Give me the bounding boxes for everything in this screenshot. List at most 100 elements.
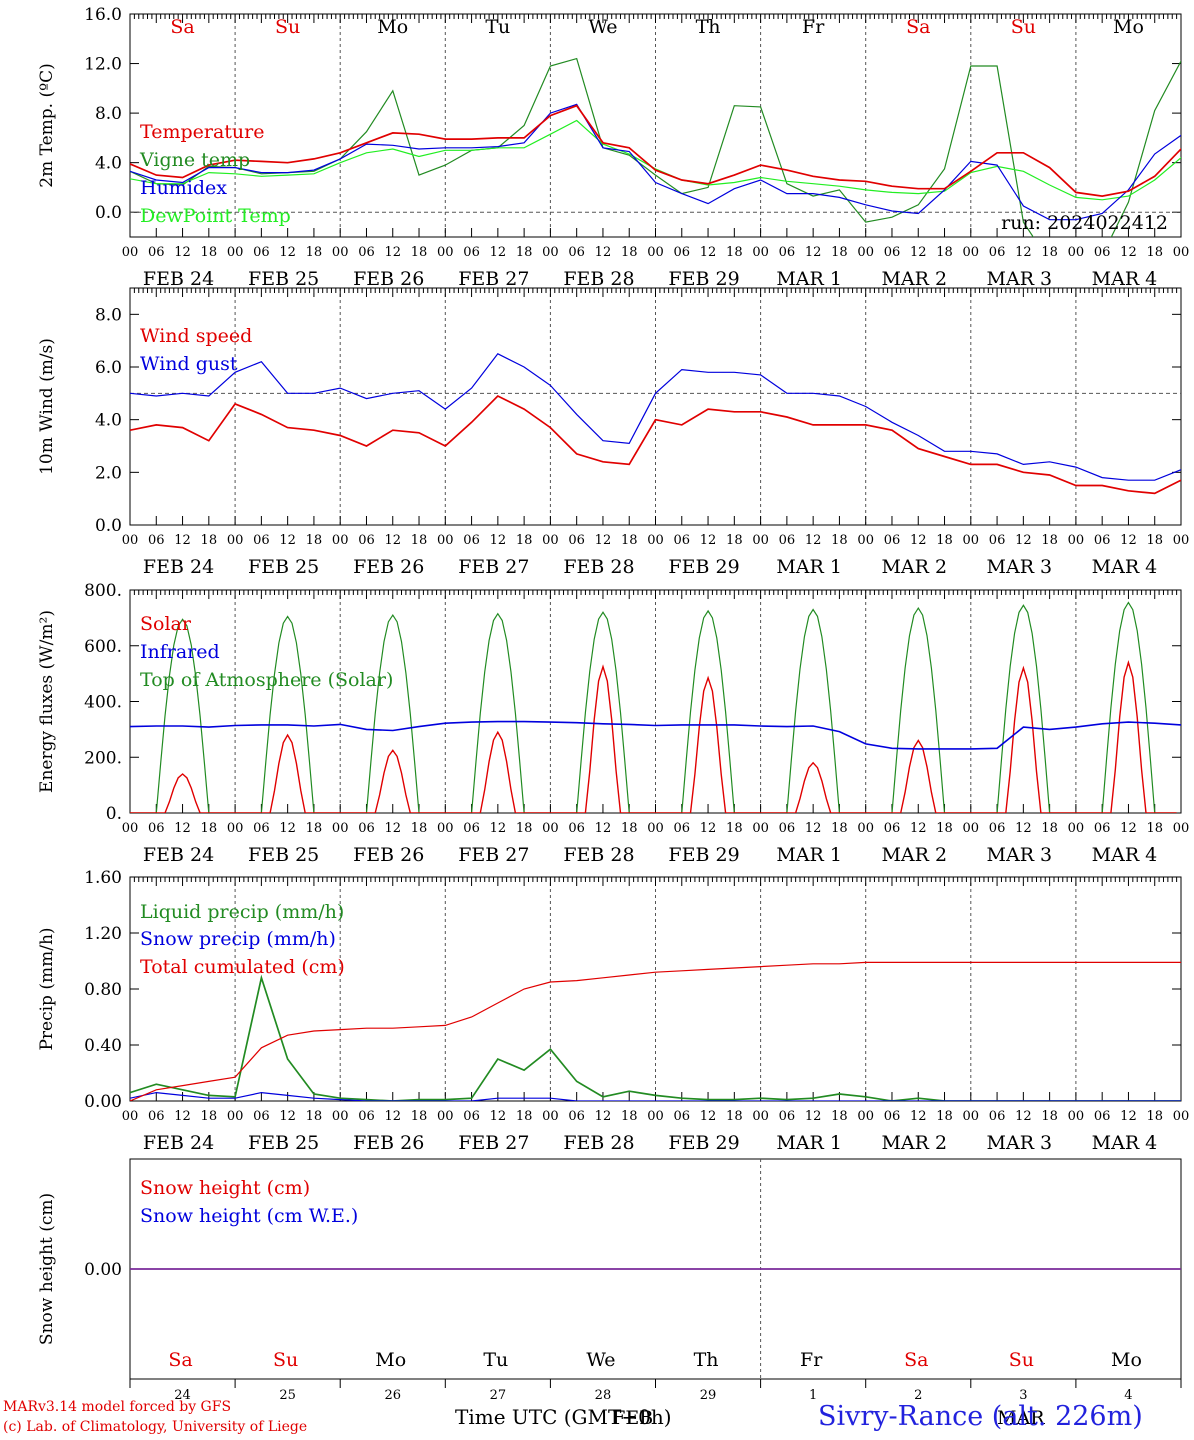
day-number-label: 29 (700, 1388, 717, 1403)
hour-tick-label: 00 (437, 245, 454, 260)
day-name-top: Fr (802, 16, 825, 38)
hour-tick-label: 12 (174, 245, 191, 260)
hour-tick-label: 12 (805, 821, 822, 836)
hour-tick-label: 06 (463, 821, 480, 836)
day-name-top: Su (275, 16, 300, 38)
hour-tick-label: 12 (700, 821, 717, 836)
hour-tick-label: 12 (910, 821, 927, 836)
series-humidex (130, 103, 1181, 221)
hour-tick-label: 00 (752, 533, 769, 548)
hour-tick-label: 00 (542, 245, 559, 260)
hour-tick-label: 00 (752, 821, 769, 836)
legend-entry: Total cumulated (cm) (140, 956, 345, 978)
hour-tick-label: 06 (253, 821, 270, 836)
hour-tick-label: 18 (726, 533, 743, 548)
y-tick-label: 8.0 (95, 305, 122, 325)
hour-tick-label: 18 (621, 245, 638, 260)
series-snow-precip-mm-h- (130, 1091, 1181, 1101)
hour-tick-label: 18 (831, 245, 848, 260)
hour-tick-label: 12 (910, 1109, 927, 1124)
date-label: FEB 25 (248, 1132, 319, 1154)
hour-tick-label: 06 (568, 245, 585, 260)
date-label: FEB 24 (143, 1132, 214, 1154)
hour-tick-label: 06 (989, 245, 1006, 260)
hour-tick-label: 06 (148, 1109, 165, 1124)
hour-tick-label: 12 (595, 821, 612, 836)
hour-tick-label: 00 (963, 245, 980, 260)
day-number-label: 24 (174, 1388, 191, 1403)
legend-entry: Top of Atmosphere (Solar) (140, 669, 393, 691)
hour-tick-label: 18 (1146, 1109, 1163, 1124)
date-label: MAR 1 (776, 1132, 842, 1154)
hour-tick-label: 12 (1120, 1109, 1137, 1124)
y-axis-label: Snow height (cm) (37, 1193, 57, 1345)
hour-tick-label: 06 (253, 533, 270, 548)
hour-tick-label: 18 (936, 533, 953, 548)
hour-tick-label: 06 (463, 1109, 480, 1124)
hour-tick-label: 00 (542, 1109, 559, 1124)
hour-tick-label: 18 (201, 245, 218, 260)
hour-tick-label: 12 (490, 245, 507, 260)
date-label: MAR 1 (776, 556, 842, 578)
hour-tick-label: 12 (700, 533, 717, 548)
station-label: Sivry-Rance (alt. 226m) (818, 1401, 1143, 1432)
legend-entry: Wind speed (140, 325, 252, 347)
hour-tick-label: 00 (1068, 1109, 1085, 1124)
y-tick-label: 4.0 (95, 411, 122, 431)
date-label: FEB 27 (458, 1132, 529, 1154)
y-tick-label: 4.0 (95, 154, 122, 174)
hour-tick-label: 18 (1041, 821, 1058, 836)
hour-tick-label: 12 (805, 245, 822, 260)
date-label: FEB 28 (563, 1132, 634, 1154)
day-name-bottom: We (586, 1349, 615, 1371)
hour-tick-label: 18 (1146, 245, 1163, 260)
hour-tick-label: 00 (227, 245, 244, 260)
hour-tick-label: 06 (358, 245, 375, 260)
series-wind-speed (130, 394, 1181, 495)
date-label: FEB 29 (668, 844, 739, 866)
hour-tick-label: 00 (647, 533, 664, 548)
legend-entry: Snow height (cm W.E.) (140, 1205, 358, 1227)
hour-tick-label: 06 (463, 533, 480, 548)
hour-tick-label: 06 (779, 245, 796, 260)
hour-tick-label: 12 (174, 821, 191, 836)
hour-tick-label: 18 (306, 533, 323, 548)
date-label: MAR 3 (987, 268, 1053, 290)
hour-tick-label: 18 (306, 1109, 323, 1124)
date-label: FEB 29 (668, 268, 739, 290)
hour-tick-label: 00 (963, 1109, 980, 1124)
date-label: MAR 2 (881, 844, 947, 866)
hour-tick-label: 18 (411, 821, 428, 836)
hour-tick-label: 18 (516, 245, 533, 260)
series-dewpoint-temp (130, 119, 1181, 201)
hour-tick-label: 00 (1068, 533, 1085, 548)
hour-tick-label: 12 (1120, 821, 1137, 836)
hour-tick-label: 18 (516, 533, 533, 548)
date-label: FEB 27 (458, 268, 529, 290)
series-liquid-precip-mm-h- (130, 974, 1181, 1101)
day-name-top: Sa (906, 16, 930, 38)
y-tick-label: 6.0 (95, 358, 122, 378)
hour-tick-label: 06 (884, 245, 901, 260)
series-toa-solar (130, 601, 1177, 813)
hour-tick-label: 18 (831, 821, 848, 836)
hour-tick-label: 06 (674, 533, 691, 548)
month-label: MAR (997, 1407, 1045, 1429)
series-vigne-temp (130, 57, 1181, 237)
day-number-label: 1 (809, 1388, 817, 1403)
date-label: FEB 26 (353, 1132, 424, 1154)
hour-tick-label: 06 (148, 533, 165, 548)
hour-tick-label: 18 (1146, 533, 1163, 548)
day-name-bottom: Su (1009, 1349, 1034, 1371)
date-label: FEB 25 (248, 844, 319, 866)
panel-frame (129, 287, 1182, 526)
hour-tick-label: 12 (1015, 245, 1032, 260)
hour-tick-label: 00 (963, 821, 980, 836)
hour-tick-label: 06 (358, 533, 375, 548)
hour-tick-label: 12 (279, 1109, 296, 1124)
hour-tick-label: 00 (1068, 245, 1085, 260)
hour-tick-label: 18 (726, 821, 743, 836)
hour-tick-label: 18 (726, 1109, 743, 1124)
legend-entry: Snow precip (mm/h) (140, 928, 336, 950)
date-label: MAR 4 (1092, 268, 1158, 290)
